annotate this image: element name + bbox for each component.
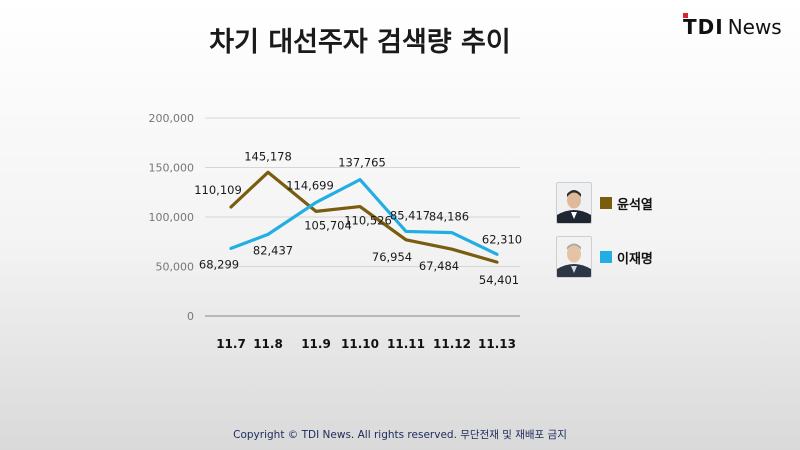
page-title: 차기 대선주자 검색량 추이 bbox=[209, 27, 511, 58]
y-tick-label: 0 bbox=[187, 310, 194, 323]
legend-item-yoon: 윤석열 bbox=[556, 182, 653, 224]
grid-layer bbox=[205, 117, 520, 317]
data-label: 110,526 bbox=[344, 214, 392, 228]
series-line-lee bbox=[229, 178, 499, 256]
x-tick-label: 11.9 bbox=[301, 337, 331, 351]
logo-mark: TDI bbox=[683, 13, 724, 39]
legend-swatch-yoon bbox=[600, 197, 612, 209]
x-tick-label: 11.12 bbox=[433, 337, 471, 351]
logo-dot-icon bbox=[683, 13, 688, 18]
yoon-photo-icon bbox=[556, 182, 592, 224]
y-tick-label: 150,000 bbox=[149, 162, 195, 175]
data-label: 105,704 bbox=[304, 218, 352, 232]
y-tick-label: 50,000 bbox=[156, 261, 195, 274]
legend-swatch-lee bbox=[600, 251, 612, 263]
legend-label-yoon: 윤석열 bbox=[617, 197, 653, 213]
legend-label-lee: 이재명 bbox=[617, 251, 653, 267]
data-label: 54,401 bbox=[479, 273, 519, 287]
legend-item-lee: 이재명 bbox=[556, 236, 653, 278]
data-label: 110,109 bbox=[194, 183, 242, 197]
x-tick-label: 11.10 bbox=[341, 337, 379, 351]
data-label: 137,765 bbox=[338, 156, 386, 170]
footer-copyright: Copyright © TDI News. All rights reserve… bbox=[233, 429, 567, 441]
data-label: 114,699 bbox=[286, 178, 334, 192]
data-label: 145,178 bbox=[244, 149, 292, 163]
x-tick-label: 11.8 bbox=[253, 337, 283, 351]
x-tick-label: 11.13 bbox=[478, 337, 516, 351]
series-line-yoon bbox=[229, 170, 499, 264]
y-axis: 0 50,000 100,000 150,000 200,000 bbox=[149, 112, 195, 323]
logo-suffix-text: News bbox=[727, 15, 782, 39]
data-label: 84,186 bbox=[429, 210, 469, 224]
logo-brand-text: TDI bbox=[683, 15, 724, 39]
data-label: 62,310 bbox=[482, 232, 522, 246]
data-label: 68,299 bbox=[199, 257, 239, 271]
y-tick-label: 200,000 bbox=[149, 112, 195, 125]
data-label: 76,954 bbox=[372, 250, 412, 264]
lee-photo-icon bbox=[556, 236, 592, 278]
series-layer bbox=[229, 170, 499, 264]
y-tick-label: 100,000 bbox=[149, 211, 195, 224]
data-label: 85,417 bbox=[390, 208, 430, 222]
data-label: 67,484 bbox=[419, 259, 459, 273]
brand-logo: TDI News bbox=[683, 13, 782, 40]
data-label: 82,437 bbox=[253, 243, 293, 257]
x-tick-label: 11.11 bbox=[387, 337, 425, 351]
x-tick-label: 11.7 bbox=[216, 337, 246, 351]
x-axis: 11.7 11.8 11.9 11.10 11.11 11.12 11.13 bbox=[216, 337, 516, 351]
